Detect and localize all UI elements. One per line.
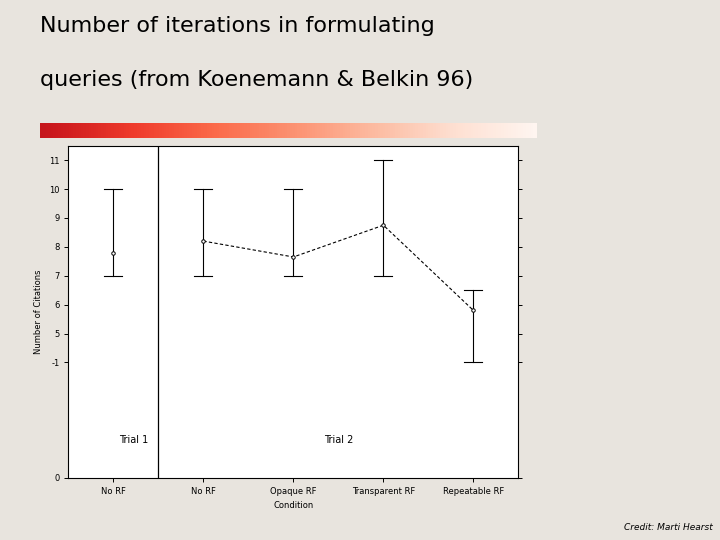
Text: Trial 1: Trial 1 (119, 435, 148, 445)
Text: queries (from Koenemann & Belkin 96): queries (from Koenemann & Belkin 96) (40, 70, 473, 90)
Text: Credit: Marti Hearst: Credit: Marti Hearst (624, 523, 713, 532)
X-axis label: Condition: Condition (274, 502, 313, 510)
Text: Trial 2: Trial 2 (324, 435, 353, 445)
Y-axis label: Number of Citations: Number of Citations (35, 269, 43, 354)
Text: Number of iterations in formulating: Number of iterations in formulating (40, 16, 434, 36)
